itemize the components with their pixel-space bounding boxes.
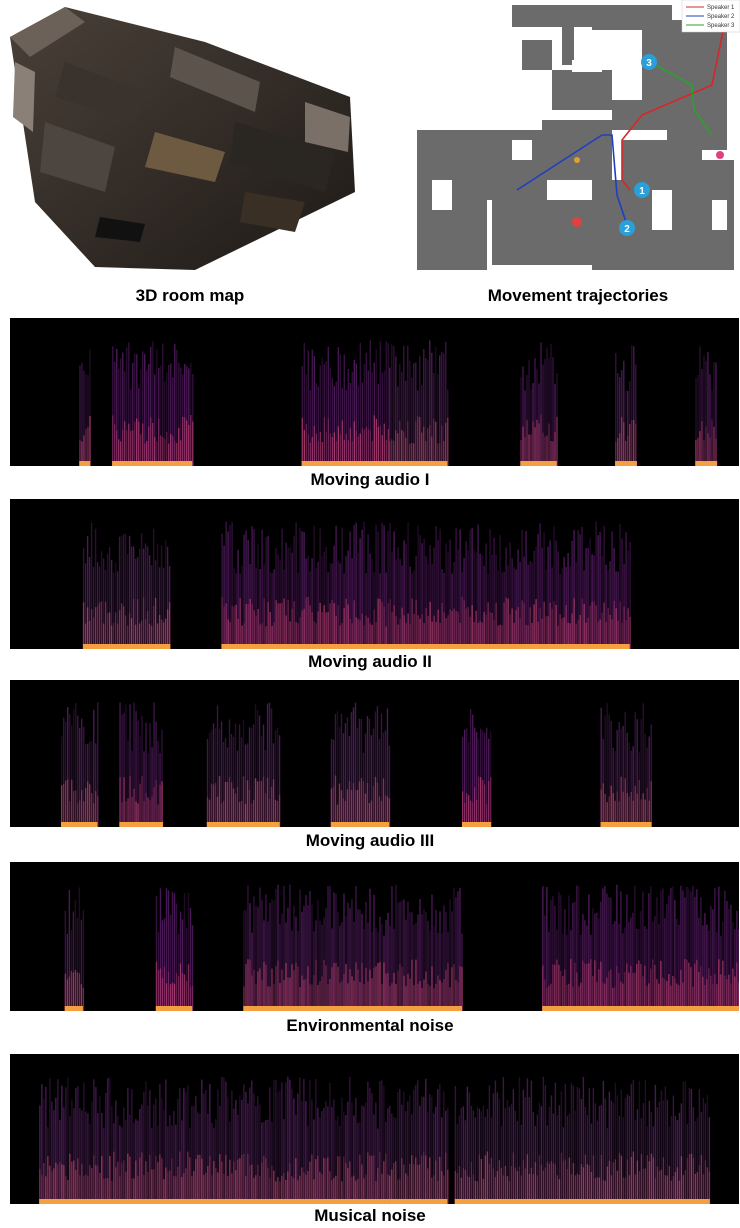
trajectory-marker-1: 1 [639, 186, 645, 197]
trajectory-legend: Speaker 1 Speaker 2 Speaker 3 [681, 0, 740, 33]
caption-moving-audio-2: Moving audio II [308, 652, 432, 671]
spectrogram-segment [206, 702, 281, 827]
trajectory-marker-2: 2 [624, 224, 630, 235]
spectrogram-segment [64, 887, 85, 1011]
legend-speaker-3: Speaker 3 [707, 23, 735, 29]
spectrogram-segment [389, 1078, 449, 1204]
spectrogram-segment [615, 345, 637, 466]
spectrogram-segment [461, 709, 492, 827]
room-map-caption: 3D room map [135, 286, 245, 305]
spectrogram-segment [61, 702, 99, 827]
spectrogram-moving-audio-3 [10, 680, 739, 827]
caption-moving-audio-1: Moving audio I [310, 470, 430, 489]
spectrogram-segment [112, 341, 194, 466]
spectrogram-moving-audio-1 [10, 318, 739, 466]
spectrogram-segment [155, 888, 194, 1011]
caption-musical-noise: Musical noise [314, 1206, 426, 1225]
caption-moving-audio-3: Moving audio III [305, 831, 435, 850]
spectrogram-segment [79, 349, 91, 466]
spectrogram-environmental-noise [10, 862, 739, 1011]
trajectory-marker-3: 3 [646, 58, 652, 69]
spectrogram-musical-noise [10, 1054, 739, 1204]
agent-icon [572, 217, 582, 227]
spectrogram-segment [243, 884, 463, 1011]
spectrogram-segment [330, 702, 391, 827]
legend-speaker-2: Speaker 2 [707, 14, 735, 20]
trajectory-map: 1 2 3 Speaker 1 Speaker 2 Speaker 3 [412, 0, 740, 276]
spectrogram-segment [221, 521, 631, 649]
legend-speaker-1: Speaker 1 [707, 5, 735, 11]
spectrogram-segment [82, 522, 171, 649]
spectrogram-segment [695, 346, 718, 466]
spectrogram-segment [119, 702, 164, 827]
spectrogram-segment [389, 340, 449, 466]
trajectories-caption: Movement trajectories [487, 286, 669, 305]
caption-environmental-noise: Environmental noise [286, 1016, 454, 1035]
spectrogram-moving-audio-2 [10, 499, 739, 649]
spectrogram-segment [39, 1076, 390, 1204]
spectrogram-segment [520, 342, 558, 466]
spectrogram-segment [301, 340, 390, 466]
room-map-image [5, 2, 365, 274]
spectrogram-segment [454, 1076, 711, 1204]
spectrogram-segment [600, 702, 652, 827]
spectrogram-segment [542, 884, 739, 1011]
